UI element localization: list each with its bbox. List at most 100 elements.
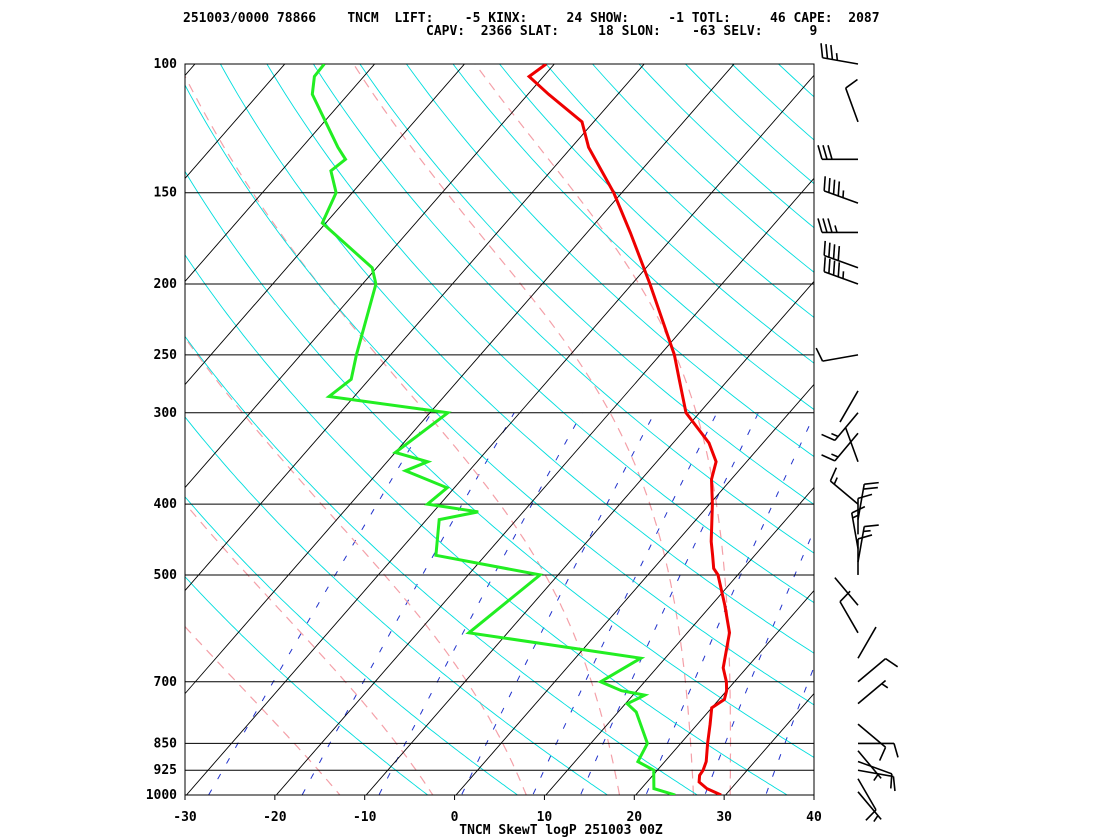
pressure-tick-label: 300 (154, 406, 178, 421)
wind-barb (839, 590, 859, 634)
dry-adiabat (185, 416, 609, 795)
moist-adiabat (352, 64, 695, 795)
dry-adiabat (405, 64, 814, 458)
pressure-tick-label: 700 (154, 675, 178, 690)
wind-barb (857, 791, 882, 823)
dry-adiabat (185, 170, 814, 758)
mixing-ratio-line (765, 665, 814, 795)
moist-adiabat (185, 336, 527, 795)
sounding-traces (310, 64, 732, 795)
wind-barb (857, 760, 893, 789)
wind-barb (834, 577, 859, 606)
isotherms (185, 48, 1120, 811)
wind-barb (857, 723, 887, 761)
wind-barb (823, 257, 859, 285)
isotherm (185, 64, 376, 283)
temperature-tick-label: -30 (173, 810, 197, 825)
wind-barb (857, 778, 877, 821)
isotherm (185, 64, 555, 489)
pressure-tick-label: 500 (154, 568, 178, 583)
dry-adiabat (591, 64, 814, 273)
isotherm (185, 64, 645, 592)
header-line-2: CAPV: 2366 SLAT: 18 SLON: -63 SELV: 9 (426, 24, 817, 39)
dry-adiabat (452, 64, 814, 411)
dry-adiabat (266, 64, 814, 604)
wind-barb (857, 534, 873, 575)
temperature-trace (526, 64, 732, 795)
dry-adiabat (185, 576, 429, 795)
wind-barb (820, 43, 859, 65)
moist-adiabats (185, 64, 732, 795)
wind-barb (857, 493, 873, 535)
mixing-ratio-line (208, 412, 432, 795)
dry-adiabat (498, 64, 814, 364)
dry-adiabat (684, 64, 814, 185)
wind-barb (829, 467, 859, 505)
pressure-tick-label: 200 (154, 277, 178, 292)
wind-barb (844, 78, 859, 123)
wind-barb (857, 769, 896, 792)
chart-title: TNCM SkewT logP 251003 00Z (459, 823, 663, 838)
pressure-tick-label: 1000 (146, 788, 177, 803)
dry-adiabat (359, 64, 814, 505)
mixing-ratio-line (378, 412, 583, 795)
wind-barb (839, 390, 859, 423)
dry-adiabat (545, 64, 814, 318)
moist-adiabat (185, 502, 434, 795)
mixing-ratio-line (532, 412, 718, 795)
isotherm (635, 589, 814, 795)
isotherm (455, 383, 814, 795)
isotherm (185, 64, 735, 695)
temperature-tick-label: 30 (716, 810, 732, 825)
temperature-tick-label: 40 (806, 810, 822, 825)
pressure-tick-label: 150 (154, 186, 178, 201)
temperature-tick-label: -10 (353, 810, 377, 825)
pressure-tick-label: 925 (154, 763, 177, 778)
wind-barb (857, 481, 879, 520)
pressure-tick-label: 250 (154, 348, 178, 363)
dry-adiabat (185, 335, 699, 795)
wind-barb (823, 176, 859, 204)
temperature-tick-label: 20 (626, 810, 642, 825)
wind-barbs (815, 43, 899, 823)
wind-barb (857, 657, 899, 683)
isotherm (365, 280, 814, 795)
dry-adiabats (185, 48, 1120, 811)
temperature-tick-label: 0 (451, 810, 459, 825)
isotherm (185, 64, 466, 386)
wind-barb (821, 412, 859, 442)
pressure-tick-label: 850 (154, 736, 178, 751)
dry-adiabat (219, 64, 814, 654)
mixing-ratio-line (579, 412, 759, 795)
wind-barb (857, 626, 877, 659)
dry-adiabat (185, 496, 519, 795)
mixing-ratio-lines (208, 412, 814, 795)
isotherm (185, 64, 286, 180)
isotherm (724, 692, 814, 795)
dewpoint-trace (310, 64, 676, 795)
plot-frame (184, 63, 815, 796)
dry-adiabat (312, 64, 814, 554)
header-line-1: 251003/0000 78866 TNCM LIFT: -5 KINX: 24… (183, 11, 880, 26)
mixing-ratio-line (460, 412, 656, 795)
isotherm (275, 177, 814, 795)
isotherm (185, 74, 814, 795)
isotherm (545, 486, 814, 795)
temperature-tick-label: 10 (537, 810, 553, 825)
wind-barb (817, 218, 858, 234)
moist-adiabat (185, 74, 621, 795)
wind-barb (857, 679, 889, 705)
dry-adiabat (807, 48, 1120, 811)
wind-barb (857, 750, 882, 782)
pressure-tick-label: 100 (154, 57, 178, 72)
temperature-tick-label: -20 (263, 810, 287, 825)
dry-adiabat (185, 254, 788, 795)
wind-barb (815, 347, 859, 362)
wind-barb (857, 524, 879, 563)
dry-adiabat (185, 84, 814, 706)
wind-barb (817, 145, 858, 161)
wind-barb (858, 742, 899, 758)
isotherm (802, 48, 1120, 811)
